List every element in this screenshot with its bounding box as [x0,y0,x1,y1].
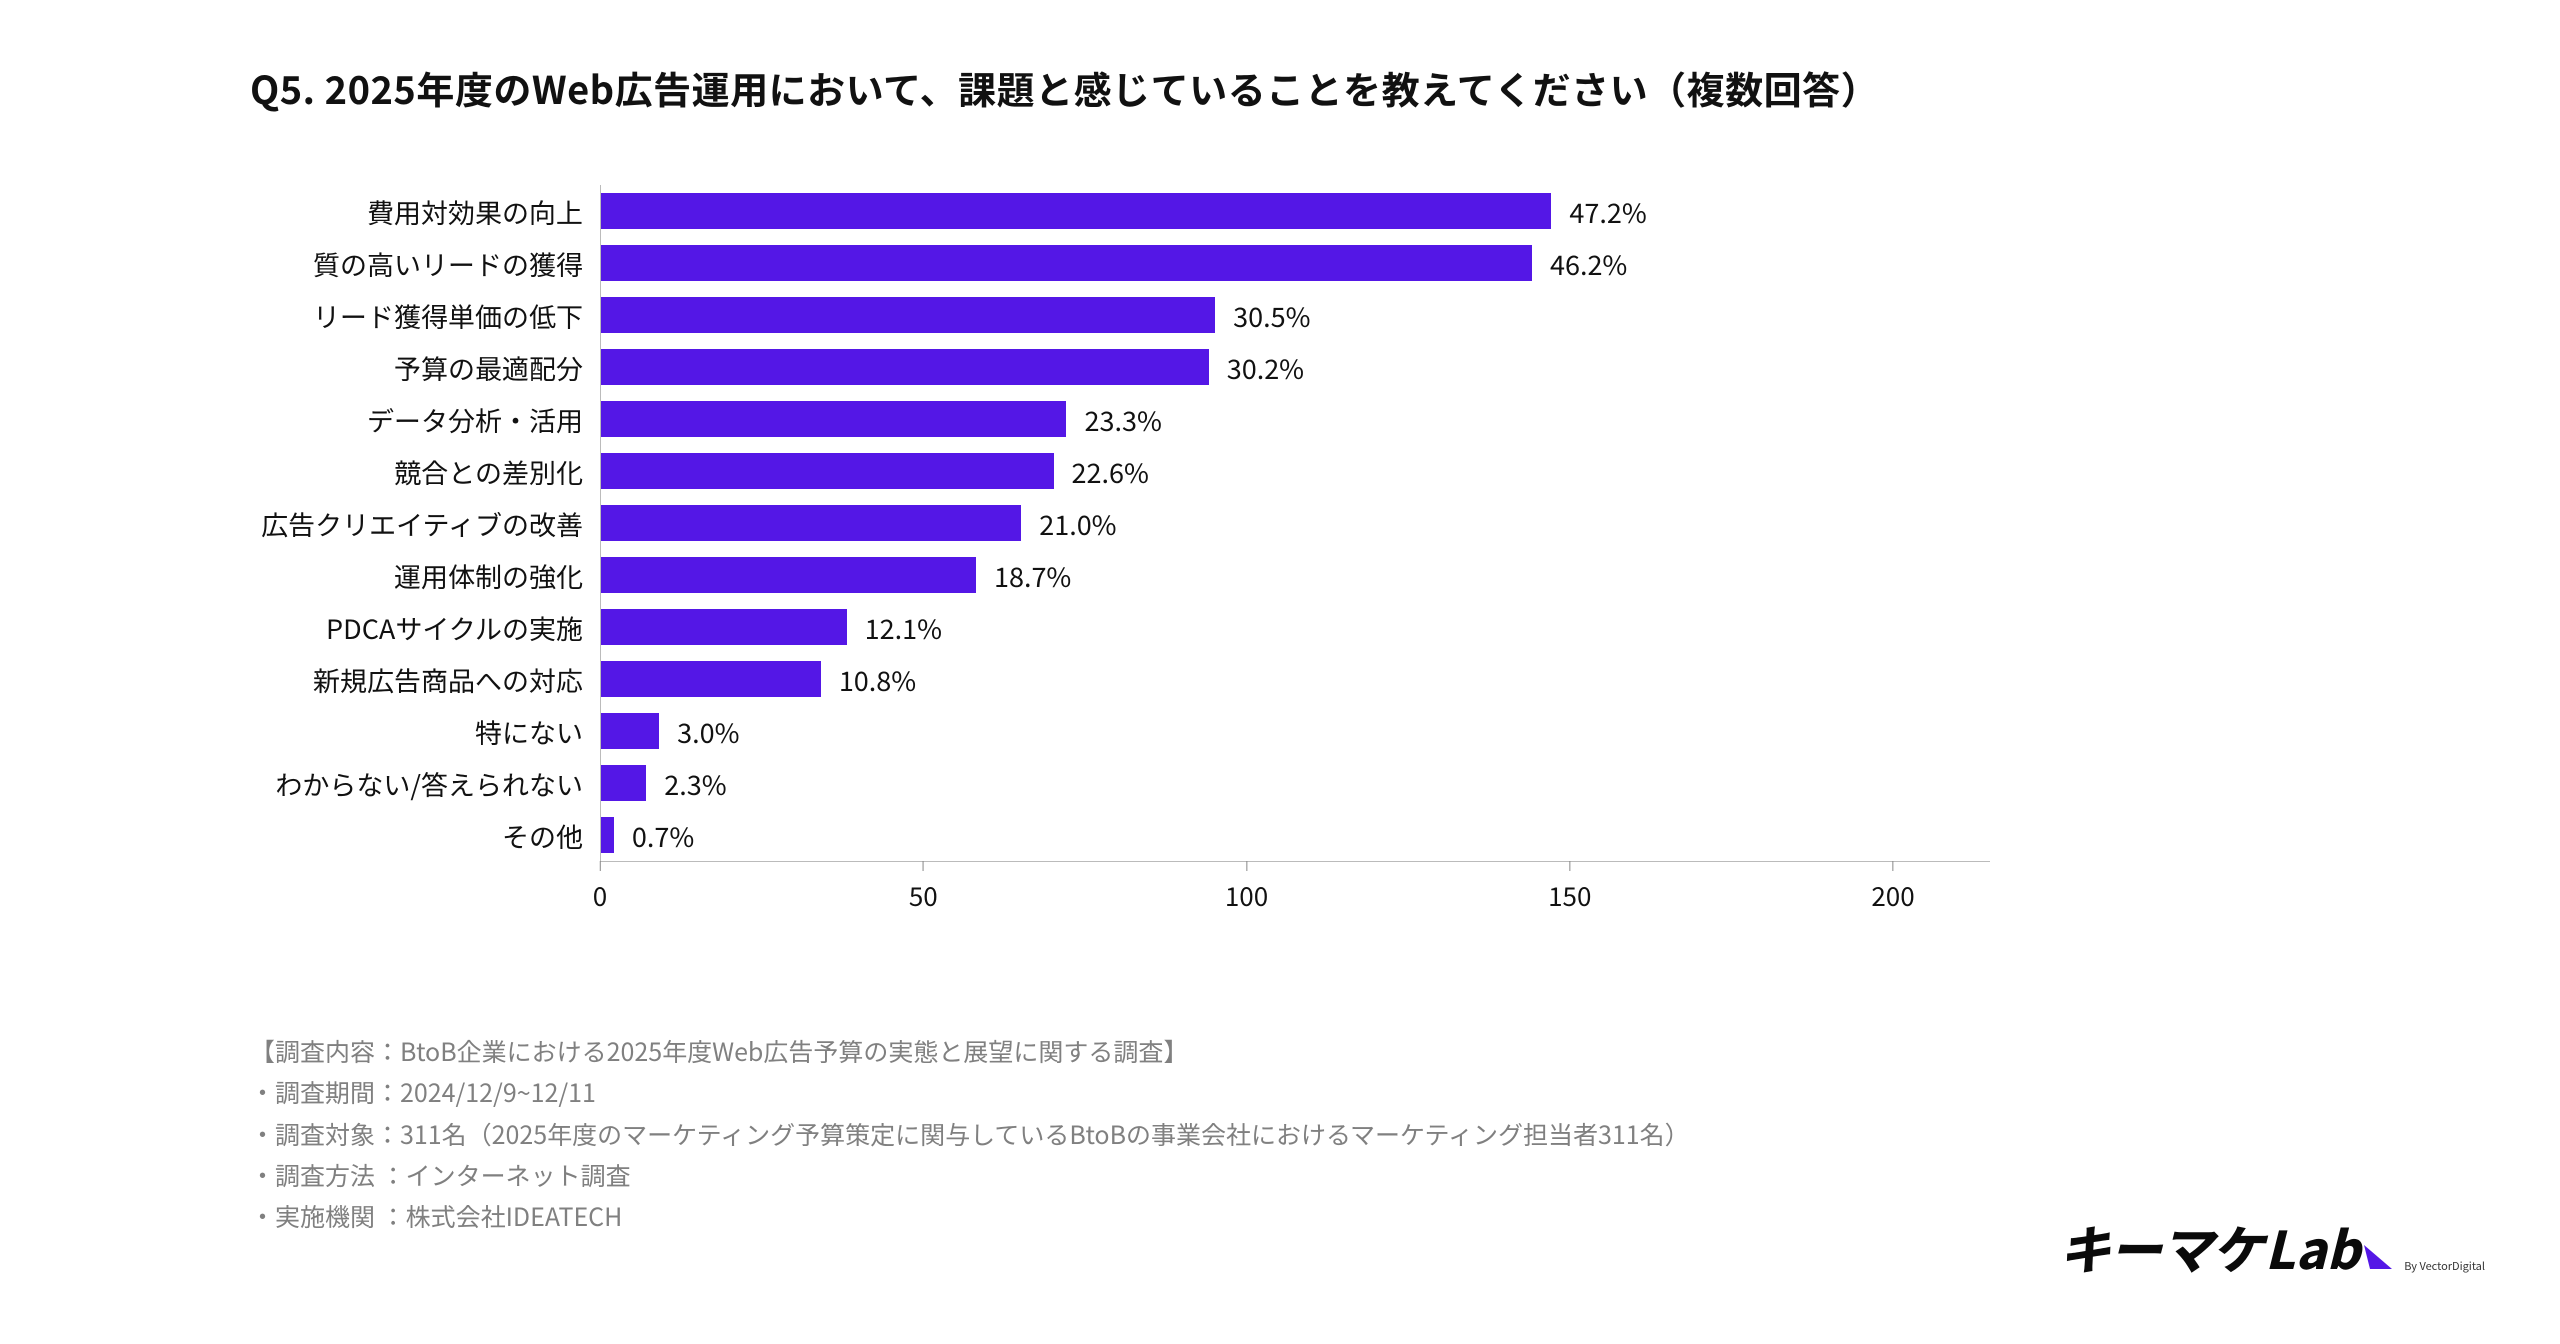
bar-track: 47.2% [601,185,1990,237]
category-label: 運用体制の強化 [231,556,601,595]
x-tick-label: 50 [909,877,938,914]
category-label: PDCAサイクルの実施 [231,608,601,647]
bar [601,349,1209,385]
bar [601,661,821,697]
bar-row: 費用対効果の向上47.2% [601,185,1990,237]
category-label: 費用対効果の向上 [231,192,601,231]
survey-footer: 【調査内容：BtoB企業における2025年度Web広告予算の実態と展望に関する調… [250,1031,2310,1237]
value-label: 0.7% [632,816,694,855]
x-tick: 100 [1225,861,1268,914]
bar-track: 30.5% [601,289,1990,341]
x-tick-label: 0 [593,877,607,914]
footer-line: 【調査内容：BtoB企業における2025年度Web広告予算の実態と展望に関する調… [250,1031,2310,1072]
value-label: 18.7% [994,556,1071,595]
x-tick-label: 100 [1225,877,1268,914]
value-label: 30.2% [1227,348,1304,387]
bar-track: 22.6% [601,445,1990,497]
category-label: 広告クリエイティブの改善 [231,504,601,543]
value-label: 46.2% [1550,244,1627,283]
value-label: 10.8% [839,660,916,699]
bar [601,193,1551,229]
bar-track: 0.7% [601,809,1990,861]
x-tick: 0 [593,861,607,914]
chart-plot-area: 費用対効果の向上47.2%質の高いリードの獲得46.2%リード獲得単価の低下30… [600,185,1990,862]
x-tick-label: 200 [1871,877,1914,914]
value-label: 30.5% [1233,296,1310,335]
x-tick-mark [1893,861,1894,871]
footer-line: ・調査期間：2024/12/9~12/11 [250,1072,2310,1113]
x-tick: 50 [909,861,938,914]
x-tick: 200 [1871,861,1914,914]
chart-title: Q5. 2025年度のWeb広告運用において、課題と感じていることを教えてくださ… [250,60,2310,115]
bar-row: 広告クリエイティブの改善21.0% [601,497,1990,549]
footer-line: ・調査対象：311名（2025年度のマーケティング予算策定に関与しているBtoB… [250,1114,2310,1155]
logo-accent-icon [2360,1235,2394,1269]
bar [601,713,659,749]
bar [601,401,1066,437]
x-tick-label: 150 [1548,877,1591,914]
x-axis: 050100150200 [600,861,1990,911]
x-tick-mark [923,861,924,871]
bar-row: 競合との差別化22.6% [601,445,1990,497]
bar-track: 2.3% [601,757,1990,809]
bar-row: リード獲得単価の低下30.5% [601,289,1990,341]
bar [601,817,614,853]
bar-row: PDCAサイクルの実施12.1% [601,601,1990,653]
bar-track: 10.8% [601,653,1990,705]
footer-line: ・実施機関 ：株式会社IDEATECH [250,1196,2310,1237]
category-label: リード獲得単価の低下 [231,296,601,335]
x-tick-mark [1569,861,1570,871]
bar-row: 新規広告商品への対応10.8% [601,653,1990,705]
value-label: 23.3% [1084,400,1161,439]
footer-line: ・調査方法 ：インターネット調査 [250,1155,2310,1196]
bar-track: 12.1% [601,601,1990,653]
category-label: 質の高いリードの獲得 [231,244,601,283]
x-tick-mark [1246,861,1247,871]
bar-track: 18.7% [601,549,1990,601]
bar-row: その他0.7% [601,809,1990,861]
bar [601,557,976,593]
bar-row: わからない/答えられない2.3% [601,757,1990,809]
bar-track: 30.2% [601,341,1990,393]
bar-row: 特にない3.0% [601,705,1990,757]
bar-track: 21.0% [601,497,1990,549]
category-label: その他 [231,816,601,855]
category-label: 新規広告商品への対応 [231,660,601,699]
bar [601,297,1215,333]
bar [601,609,847,645]
category-label: わからない/答えられない [231,764,601,803]
bar-row: 質の高いリードの獲得46.2% [601,237,1990,289]
bar [601,453,1054,489]
value-label: 3.0% [677,712,739,751]
bar-row: 予算の最適配分30.2% [601,341,1990,393]
value-label: 12.1% [865,608,942,647]
bar-track: 3.0% [601,705,1990,757]
value-label: 21.0% [1039,504,1116,543]
bar-track: 46.2% [601,237,1990,289]
category-label: データ分析・活用 [231,400,601,439]
bar [601,245,1532,281]
value-label: 22.6% [1072,452,1149,491]
bar-row: データ分析・活用23.3% [601,393,1990,445]
bar-track: 23.3% [601,393,1990,445]
bar [601,765,646,801]
x-tick: 150 [1548,861,1591,914]
brand-logo: キーマケ Lab By VectorDigital [2059,1209,2485,1284]
logo-text-lab: Lab [2265,1209,2361,1284]
category-label: 競合との差別化 [231,452,601,491]
logo-byline: By VectorDigital [2404,1258,2485,1284]
category-label: 特にない [231,712,601,751]
chart-container: 費用対効果の向上47.2%質の高いリードの獲得46.2%リード獲得単価の低下30… [600,185,1990,911]
value-label: 2.3% [664,764,726,803]
category-label: 予算の最適配分 [231,348,601,387]
x-tick-mark [600,861,601,871]
bar [601,505,1021,541]
value-label: 47.2% [1569,192,1646,231]
logo-text-main: キーマケ [2059,1209,2263,1284]
bar-row: 運用体制の強化18.7% [601,549,1990,601]
